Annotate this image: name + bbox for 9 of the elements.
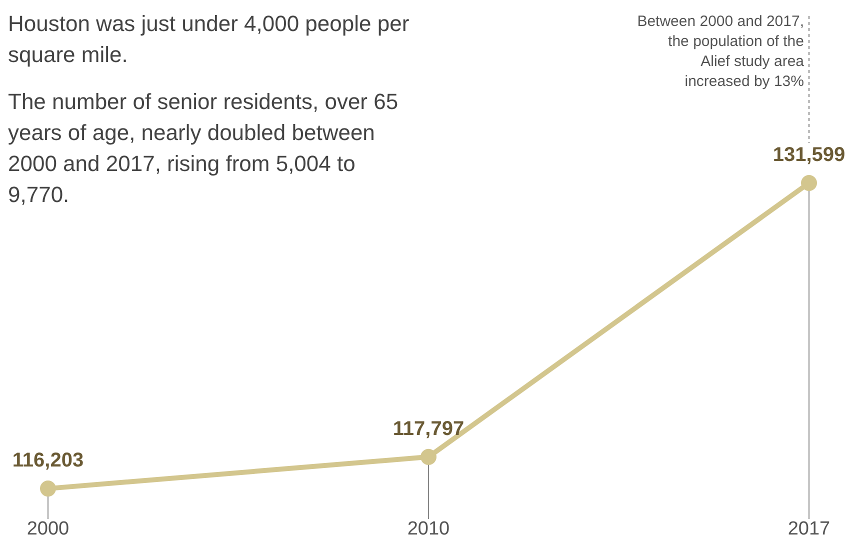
text: Between 2000 and 2017, the population of the Alief study area increased by 13% (636, 12, 804, 92)
x-tick-label: 2010 (407, 518, 450, 540)
data-label: 131,599 (772, 144, 846, 166)
data-label: 116,203 (12, 450, 84, 472)
data-label: 117,797 (392, 418, 464, 440)
annotation: The number of senior residents, over 65 years of age, nearly doubled between 2000 and 2017, rising from 5,004 to 9,770. (8, 88, 400, 209)
x-tick-label: 2000 (26, 518, 70, 540)
x-tick-label: 2017 (788, 518, 830, 540)
text: Houston was just under 4,000 people per square mile. (8, 10, 410, 69)
